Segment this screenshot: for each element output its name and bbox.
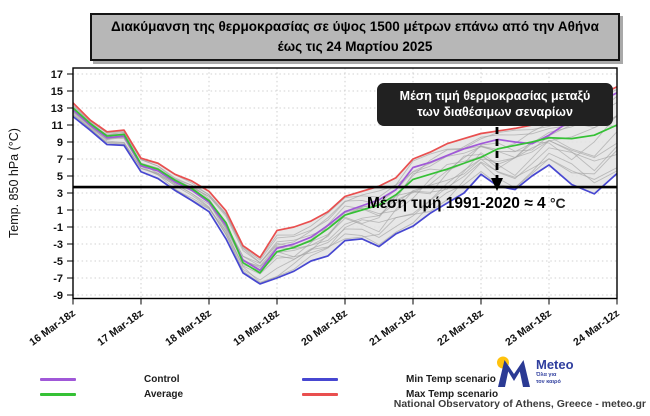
svg-text:13: 13 xyxy=(51,103,63,115)
credit-line: National Observatory of Athens, Greece -… xyxy=(393,398,646,410)
svg-text:24 Mar-12z: 24 Mar-12z xyxy=(571,307,622,348)
svg-text:17 Mar-18z: 17 Mar-18z xyxy=(95,307,146,348)
svg-text:1: 1 xyxy=(57,205,63,217)
svg-text:22 Mar-18z: 22 Mar-18z xyxy=(435,307,486,348)
svg-text:17: 17 xyxy=(51,69,63,81)
max-temp-line-swatch xyxy=(302,393,338,396)
svg-text:-9: -9 xyxy=(53,290,63,302)
meteo-brand: Meteo xyxy=(536,357,574,372)
meteo-tagline-2: τον καιρό xyxy=(536,378,561,385)
svg-text:7: 7 xyxy=(57,154,63,166)
svg-text:18 Mar-18z: 18 Mar-18z xyxy=(163,307,214,348)
svg-text:9: 9 xyxy=(57,137,63,149)
legend-item-max-temp: Max Temp scenario xyxy=(302,389,602,400)
meteo-logo-icon xyxy=(497,356,530,387)
legend-label-control: Control xyxy=(144,374,180,385)
legend-label-min-temp: Min Temp scenario xyxy=(406,374,496,385)
chart-title-line2: έως τις 24 Μαρτίου 2025 xyxy=(277,39,433,54)
meteo-logo: Meteo Όλα για τον καιρό xyxy=(496,355,574,389)
svg-text:5: 5 xyxy=(57,171,63,183)
svg-text:21 Mar-18z: 21 Mar-18z xyxy=(367,307,418,348)
callout-line2: των διαθέσιμων σεναρίων xyxy=(417,105,573,120)
svg-text:11: 11 xyxy=(51,120,63,132)
svg-text:-5: -5 xyxy=(53,256,63,268)
svg-text:15: 15 xyxy=(51,86,63,98)
meteo-logo-text: Meteo Όλα για τον καιρό xyxy=(536,357,574,385)
svg-text:-7: -7 xyxy=(53,273,63,285)
climatology-mean-label: Μέση τιμή 1991-2020 ≈ 4 °C xyxy=(367,195,566,213)
callout-line1: Μέση τιμή θερμοκρασίας μεταξύ xyxy=(399,89,591,103)
logo-m-shape xyxy=(498,360,530,387)
svg-text:-1: -1 xyxy=(53,222,63,234)
legend-label-max-temp: Max Temp scenario xyxy=(406,389,499,400)
svg-text:20 Mar-18z: 20 Mar-18z xyxy=(299,307,350,348)
svg-text:Temp. 850 hPa (°C): Temp. 850 hPa (°C) xyxy=(7,128,21,238)
svg-text:19 Mar-18z: 19 Mar-18z xyxy=(231,307,282,348)
chart-title-box: Διακύμανση της θερμοκρασίας σε ύψος 1500… xyxy=(90,13,620,61)
svg-text:-3: -3 xyxy=(53,239,63,251)
chart-title-line1: Διακύμανση της θερμοκρασίας σε ύψος 1500… xyxy=(111,18,599,34)
svg-text:23 Mar-18z: 23 Mar-18z xyxy=(503,307,554,348)
scenario-mean-callout: Μέση τιμή θερμοκρασίας μεταξύ των διαθέσ… xyxy=(377,83,613,126)
legend-label-average: Average xyxy=(144,389,184,400)
control-line-swatch xyxy=(40,378,76,381)
legend-item-average: Average xyxy=(40,389,302,400)
climatology-mean-text: Μέση τιμή 1991-2020 ≈ 4 xyxy=(367,195,546,212)
legend-item-control: Control xyxy=(40,374,302,385)
svg-text:16 Mar-18z: 16 Mar-18z xyxy=(27,307,78,348)
legend: Control Min Temp scenario Average Max Te… xyxy=(40,374,602,400)
climatology-mean-unit: °C xyxy=(549,195,566,211)
meteo-tagline-1: Όλα για xyxy=(536,372,557,379)
legend-item-min-temp: Min Temp scenario xyxy=(302,374,602,385)
min-temp-line-swatch xyxy=(302,378,338,381)
average-line-swatch xyxy=(40,393,76,396)
svg-text:3: 3 xyxy=(57,188,63,200)
